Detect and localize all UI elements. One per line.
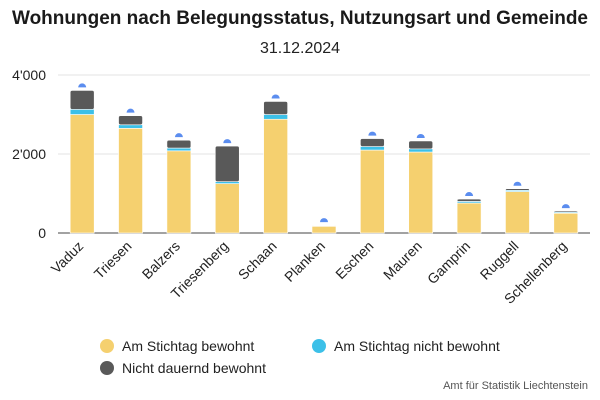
total-marker [78,83,87,88]
x-tick-label: Planken [281,238,328,285]
bar-segment [360,138,385,147]
total-marker [126,108,135,113]
x-tick-label: Schaan [235,238,280,283]
source-credit: Amt für Statistik Liechtenstein [443,380,588,392]
legend-label-nicht-bewohnt: Am Stichtag nicht bewohnt [334,338,500,354]
total-marker [416,133,425,138]
bar-segment [214,183,240,234]
total-marker [513,181,522,186]
bar-segment [311,225,337,234]
total-marker [174,133,183,138]
x-tick-label: Triesen [91,238,135,282]
x-tick-label: Gamprin [424,238,473,287]
y-tick-label: 2'000 [12,146,46,162]
x-tick-label: Ruggell [477,238,522,283]
legend-swatch-nicht-dauernd [100,361,114,375]
x-tick-label: Eschen [332,238,376,282]
legend-item-nicht-dauernd[interactable]: Nicht dauernd bewohnt [100,360,266,376]
bar-segment [553,212,579,234]
bar-segment [263,101,288,115]
bar-segment [456,202,482,234]
bar-segment [69,114,95,234]
bar-segment [69,90,95,110]
bar-segment [166,150,192,234]
x-tick-label: Balzers [139,238,183,282]
bar-segment [505,188,530,191]
bar-segment [263,118,288,234]
legend-swatch-nicht-bewohnt [312,339,326,353]
total-marker [320,218,328,223]
bar-segment [118,124,143,129]
total-marker [561,204,570,209]
bar-segment [166,139,192,149]
total-marker [271,94,280,99]
bar-segment [360,149,385,234]
bar-segment [263,114,288,120]
bar-segment [214,145,240,182]
chart-subtitle: 31.12.2024 [259,40,341,57]
total-marker [465,192,474,197]
x-tick-label: Vaduz [48,238,87,277]
bar-segment [69,109,95,115]
bar-segment [166,147,192,152]
chart-title: Wohnungen nach Belegungsstatus, Nutzungs… [11,8,588,29]
total-marker [368,131,377,136]
y-tick-label: 4'000 [12,67,46,83]
bar-segment [553,210,579,213]
legend-item-nicht-bewohnt[interactable]: Am Stichtag nicht bewohnt [312,338,500,354]
y-tick-label: 0 [38,225,46,241]
bar-segment [118,128,143,234]
legend-label-nicht-dauernd: Nicht dauernd bewohnt [122,360,266,376]
bar-segment [408,148,434,153]
legend-label-bewohnt: Am Stichtag bewohnt [122,338,255,354]
bar-segment [456,198,482,202]
bar-segment [311,224,337,226]
legend-item-bewohnt[interactable]: Am Stichtag bewohnt [100,338,254,354]
bar-segment [408,140,434,150]
x-tick-label: Mauren [380,238,425,283]
bar-segment [408,151,434,234]
bar-segment [118,115,143,126]
bar-segment [505,191,530,234]
total-marker [223,139,232,144]
legend-swatch-bewohnt [100,339,114,353]
bar-segment [360,146,385,151]
